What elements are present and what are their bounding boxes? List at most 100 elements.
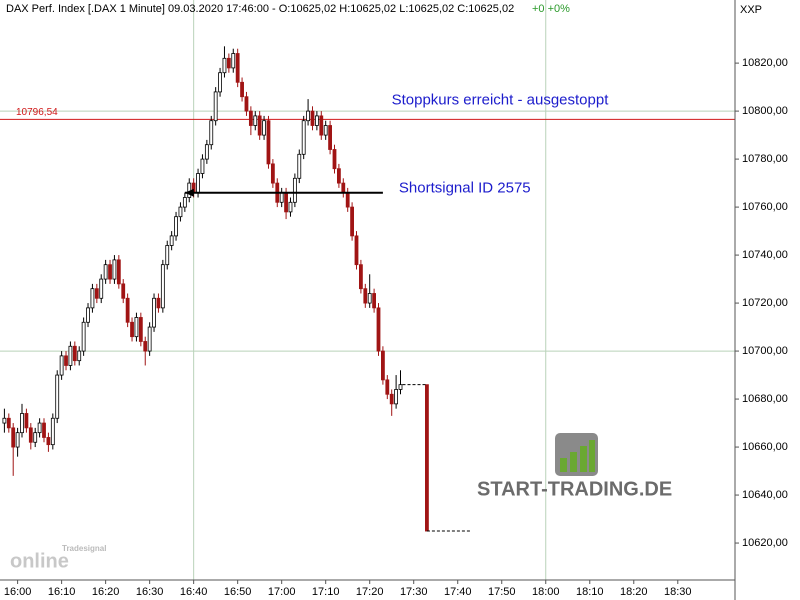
arrow-head <box>184 188 194 197</box>
candle-body <box>270 163 275 184</box>
x-tick-label: 18:20 <box>620 586 648 598</box>
candle-body <box>381 350 385 381</box>
candle-body <box>231 53 236 69</box>
x-tick-label: 16:30 <box>136 586 164 598</box>
candle-body <box>121 283 126 299</box>
candle-body <box>314 115 319 126</box>
y-tick-label: 10780,00 <box>742 153 788 165</box>
candle-body <box>266 120 271 165</box>
candle-body <box>169 235 174 246</box>
candle-body <box>152 297 156 328</box>
candle-body <box>108 264 112 280</box>
candle-body <box>86 307 90 323</box>
candle-body <box>306 110 310 122</box>
candle-body <box>367 293 372 304</box>
candle-body <box>341 182 346 194</box>
y-tick-label: 10820,00 <box>742 57 788 69</box>
candle-body <box>182 197 187 208</box>
candle-body <box>11 427 16 448</box>
candle-body <box>55 374 60 419</box>
candle-body <box>28 427 33 443</box>
x-tick-label: 16:50 <box>224 586 252 598</box>
candle-body <box>138 317 143 342</box>
y-tick-label: 10720,00 <box>742 297 788 309</box>
candle-body <box>134 317 139 338</box>
candle-body <box>24 413 29 429</box>
candle-body <box>200 158 205 174</box>
candle-body <box>125 297 130 323</box>
candle-body <box>72 345 77 362</box>
candle-body <box>222 57 227 74</box>
y-tick-label: 10660,00 <box>742 441 788 453</box>
candle-body <box>376 307 381 352</box>
candle-body <box>103 264 108 280</box>
logo-big: online <box>10 550 69 572</box>
y-tick-label: 10680,00 <box>742 393 788 405</box>
y-tick-label: 10740,00 <box>742 249 788 261</box>
y-tick-label: 10760,00 <box>742 201 788 213</box>
candle-body <box>94 288 99 299</box>
candle-body <box>292 177 297 203</box>
x-tick-label: 17:40 <box>444 586 472 598</box>
x-tick-label: 16:00 <box>4 586 32 598</box>
candle-body <box>6 417 11 429</box>
candle-body <box>156 297 161 309</box>
candle-body <box>116 259 121 285</box>
candle-body <box>358 264 363 290</box>
candle-body <box>147 326 152 352</box>
candle-body <box>15 432 20 448</box>
candle-body <box>323 125 328 136</box>
candle-body <box>209 120 214 146</box>
x-tick-label: 16:40 <box>180 586 208 598</box>
candle-body <box>253 115 258 126</box>
x-tick-label: 18:10 <box>576 586 604 598</box>
candle-body <box>262 120 266 136</box>
y-tick-label: 10700,00 <box>742 345 788 357</box>
y-tick-label: 10620,00 <box>742 537 788 549</box>
logo-bar <box>570 452 577 472</box>
candle-body <box>332 149 337 170</box>
candle-body <box>130 321 134 338</box>
annotation: Stoppkurs erreicht - ausgestoppt <box>392 91 610 108</box>
candle-body <box>59 355 64 376</box>
candle-body <box>425 384 429 532</box>
x-tick-label: 18:30 <box>664 586 692 598</box>
candle-body <box>248 110 253 126</box>
candle-body <box>244 96 249 112</box>
y-tick-label: 10800,00 <box>742 105 788 117</box>
logo-bar <box>560 458 567 472</box>
candle-body <box>385 379 390 395</box>
candle-body <box>319 115 324 136</box>
candle-body <box>257 115 262 136</box>
x-tick-label: 17:30 <box>400 586 428 598</box>
candle-body <box>226 57 231 69</box>
candle-body <box>345 192 350 208</box>
candle-body <box>372 293 377 309</box>
x-tick-label: 18:00 <box>532 586 560 598</box>
candle-body <box>160 264 165 309</box>
candle-body <box>112 259 117 280</box>
candle-body <box>235 53 240 83</box>
candle-body <box>328 125 332 150</box>
candle-body <box>204 144 209 160</box>
candle-body <box>389 393 394 405</box>
candle-body <box>2 417 7 424</box>
x-tick-label: 17:00 <box>268 586 296 598</box>
candle-body <box>165 245 170 266</box>
candle-body <box>81 321 86 352</box>
candle-body <box>37 422 42 434</box>
logo-bar <box>580 446 587 472</box>
candle-body <box>310 110 315 126</box>
x-tick-label: 17:50 <box>488 586 516 598</box>
candle-body <box>143 341 148 352</box>
candle-body <box>50 417 55 446</box>
annotation: Shortsignal ID 2575 <box>399 180 531 197</box>
candle-body <box>398 384 403 390</box>
candle-body <box>90 288 95 309</box>
brand: START-TRADING.DE <box>477 478 672 500</box>
candle-body <box>297 153 302 179</box>
candle-body <box>394 389 399 405</box>
stop-label: 10796,54 <box>16 107 58 118</box>
